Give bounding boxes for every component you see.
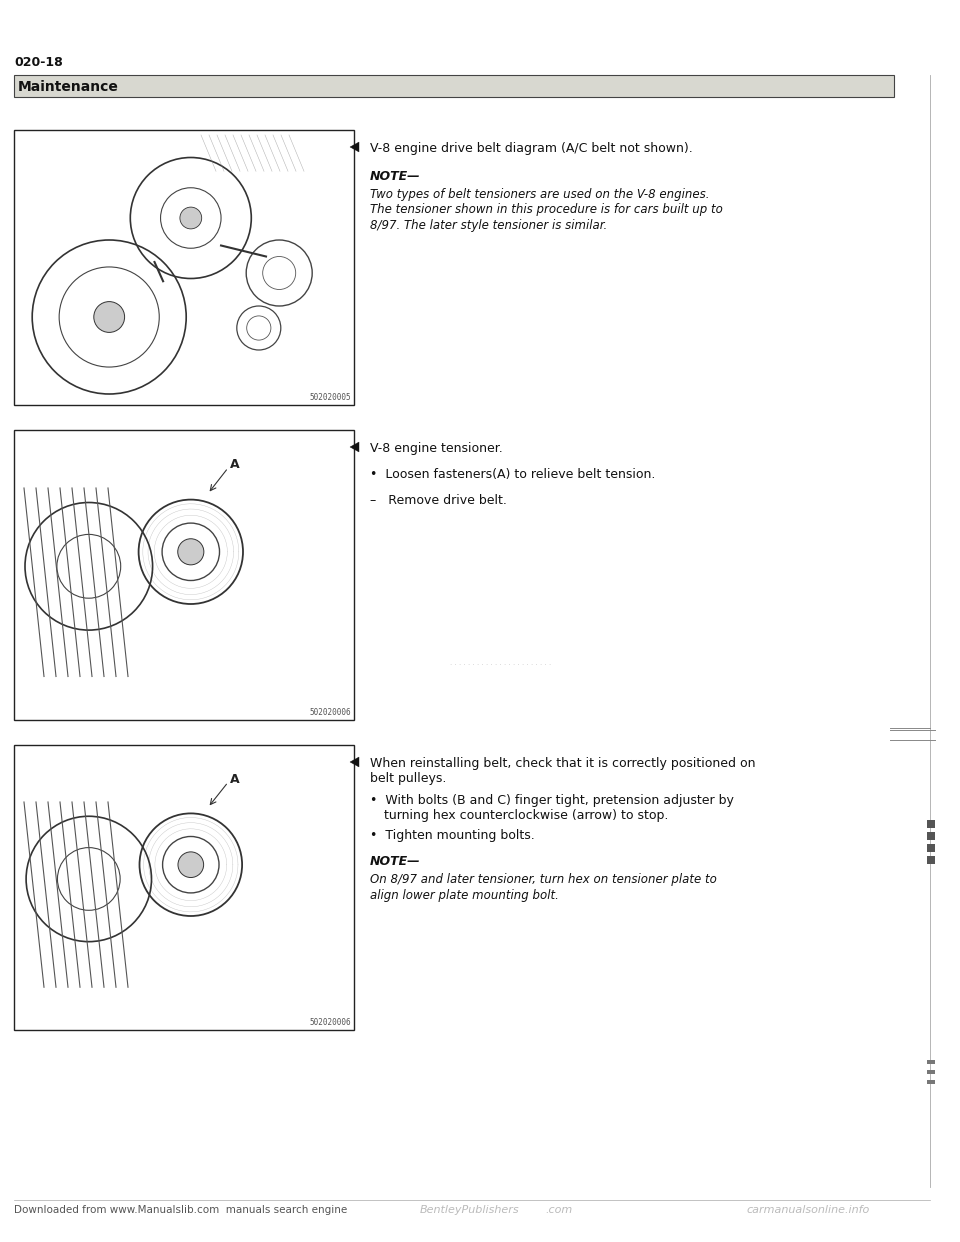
Text: On 8/97 and later tensioner, turn hex on tensioner plate to: On 8/97 and later tensioner, turn hex on… — [370, 873, 717, 886]
Text: .com: .com — [545, 1205, 572, 1215]
Polygon shape — [350, 758, 359, 768]
Bar — [927, 1071, 935, 1074]
Text: 502020005: 502020005 — [309, 392, 351, 402]
Polygon shape — [350, 442, 359, 452]
Text: When reinstalling belt, check that it is correctly positioned on: When reinstalling belt, check that it is… — [370, 758, 756, 770]
Text: •  Tighten mounting bolts.: • Tighten mounting bolts. — [370, 828, 535, 842]
Text: BentleyPublishers: BentleyPublishers — [420, 1205, 519, 1215]
Text: belt pulleys.: belt pulleys. — [370, 773, 446, 785]
Text: carmanualsonline.info: carmanualsonline.info — [747, 1205, 870, 1215]
Circle shape — [178, 539, 204, 565]
Bar — [927, 820, 935, 828]
Text: 8/97. The later style tensioner is similar.: 8/97. The later style tensioner is simil… — [370, 219, 608, 232]
Text: A: A — [230, 773, 240, 786]
Text: V-8 engine drive belt diagram (A/C belt not shown).: V-8 engine drive belt diagram (A/C belt … — [370, 142, 693, 155]
Circle shape — [180, 207, 202, 229]
Text: NOTE—: NOTE— — [370, 170, 420, 183]
Bar — [927, 845, 935, 852]
Text: turning hex counterclockwise (arrow) to stop.: turning hex counterclockwise (arrow) to … — [384, 809, 668, 822]
Bar — [14, 130, 354, 405]
Text: A: A — [230, 458, 240, 471]
Text: •  With bolts (B and C) finger tight, pretension adjuster by: • With bolts (B and C) finger tight, pre… — [370, 794, 733, 807]
Text: V-8 engine tensioner.: V-8 engine tensioner. — [370, 442, 503, 455]
Text: Downloaded from www.Manualslib.com  manuals search engine: Downloaded from www.Manualslib.com manua… — [14, 1205, 348, 1215]
Bar — [927, 832, 935, 840]
Text: 502020006: 502020006 — [309, 1018, 351, 1027]
Text: •  Loosen fasteners(A) to relieve belt tension.: • Loosen fasteners(A) to relieve belt te… — [370, 468, 656, 481]
Text: 502020006: 502020006 — [309, 708, 351, 717]
Bar — [927, 1081, 935, 1084]
Bar — [14, 745, 354, 1030]
Text: 020-18: 020-18 — [14, 56, 62, 70]
Polygon shape — [350, 142, 359, 152]
Text: –   Remove drive belt.: – Remove drive belt. — [370, 494, 507, 507]
Text: The tensioner shown in this procedure is for cars built up to: The tensioner shown in this procedure is… — [370, 204, 723, 216]
Text: Maintenance: Maintenance — [18, 79, 119, 94]
Text: . . . . . . . . . . . . . . . . . . . . . . .: . . . . . . . . . . . . . . . . . . . . … — [450, 660, 551, 666]
Text: align lower plate mounting bolt.: align lower plate mounting bolt. — [370, 888, 559, 902]
Circle shape — [94, 302, 125, 333]
Bar — [927, 1059, 935, 1064]
Bar — [14, 430, 354, 720]
Text: NOTE—: NOTE— — [370, 854, 420, 868]
Circle shape — [178, 852, 204, 878]
Bar — [927, 856, 935, 864]
Text: Two types of belt tensioners are used on the V-8 engines.: Two types of belt tensioners are used on… — [370, 188, 709, 201]
Bar — [14, 75, 894, 97]
